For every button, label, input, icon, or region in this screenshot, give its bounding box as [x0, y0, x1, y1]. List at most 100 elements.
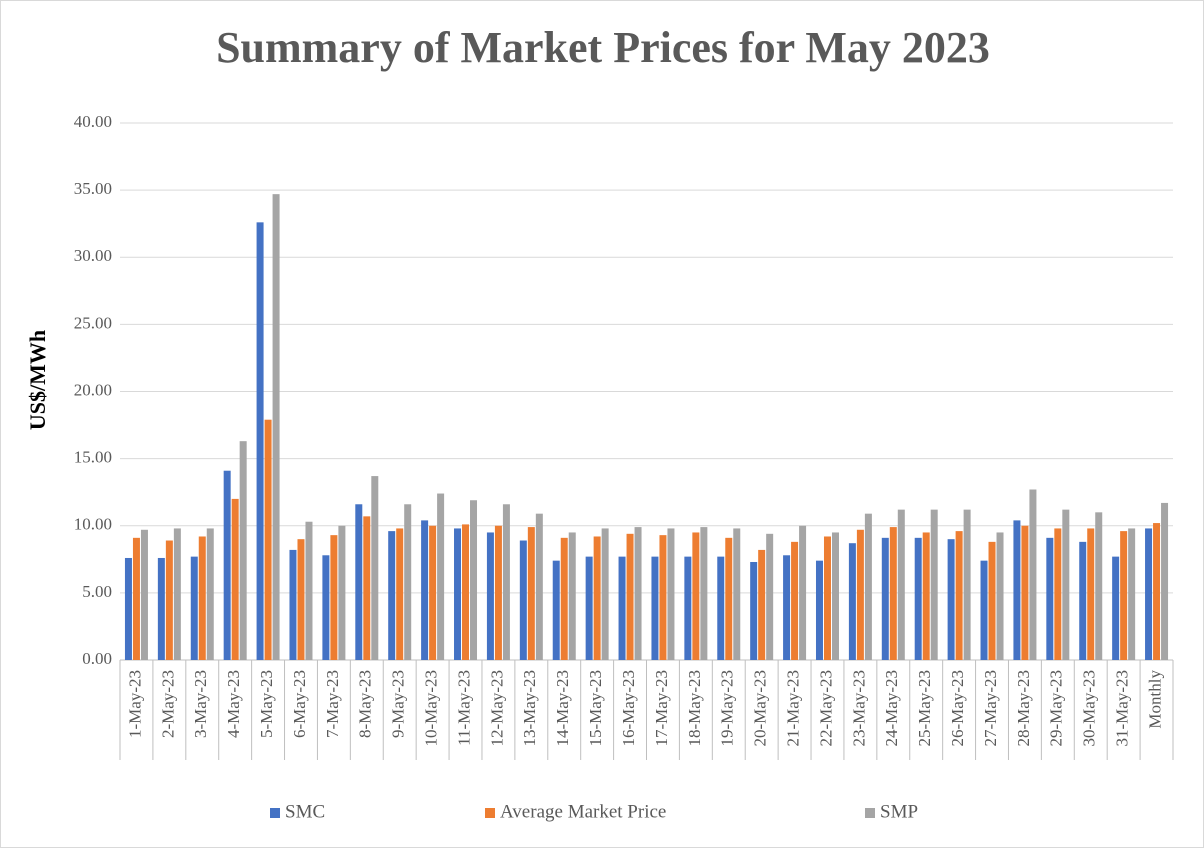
x-tick-label: 28-May-23: [1014, 670, 1033, 746]
bar: [889, 527, 897, 660]
x-tick-label: 19-May-23: [718, 670, 737, 746]
bar: [593, 536, 601, 660]
bar: [223, 470, 231, 660]
bar: [272, 194, 280, 660]
x-tick-label: 8-May-23: [356, 670, 375, 738]
x-tick-label: 27-May-23: [981, 670, 1000, 746]
legend-swatch: [865, 808, 875, 818]
bar: [256, 222, 264, 660]
bar: [947, 539, 955, 660]
bar: [355, 504, 363, 660]
bar: [502, 504, 510, 660]
x-tick-label: 2-May-23: [158, 670, 177, 738]
bar: [297, 539, 305, 660]
x-tick-label: 12-May-23: [487, 670, 506, 746]
bar: [831, 532, 839, 660]
y-tick-label: 15.00: [74, 448, 112, 467]
x-tick-label: 15-May-23: [586, 670, 605, 746]
x-tick-label: 9-May-23: [389, 670, 408, 738]
bar: [634, 527, 642, 660]
bar: [955, 531, 963, 660]
bar: [1029, 489, 1037, 660]
bar: [527, 527, 535, 660]
bar: [568, 532, 576, 660]
x-tick-label: 3-May-23: [191, 670, 210, 738]
bar: [322, 555, 330, 660]
bar: [1062, 509, 1070, 660]
x-tick-label: 31-May-23: [1113, 670, 1132, 746]
bar: [1120, 531, 1128, 660]
bar: [684, 556, 692, 660]
bar: [791, 541, 799, 660]
bar: [897, 509, 905, 660]
bar: [980, 560, 988, 660]
bar: [1145, 528, 1153, 660]
bar: [1013, 520, 1021, 660]
bar: [585, 556, 593, 660]
bar: [132, 537, 140, 660]
y-axis-label: US$/MWh: [25, 330, 50, 430]
y-tick-label: 0.00: [82, 649, 112, 668]
x-tick-label: 6-May-23: [290, 670, 309, 738]
x-tick-label: 14-May-23: [553, 670, 572, 746]
bar: [1046, 537, 1054, 660]
bar: [198, 536, 206, 660]
bar: [1128, 528, 1136, 660]
x-tick-label: 26-May-23: [948, 670, 967, 746]
bar: [783, 555, 791, 660]
x-tick-label: 21-May-23: [783, 670, 802, 746]
x-tick-label: 18-May-23: [685, 670, 704, 746]
bar: [140, 529, 148, 660]
bar: [1054, 528, 1062, 660]
x-tick-label: 20-May-23: [751, 670, 770, 746]
bar: [1087, 528, 1095, 660]
bar: [552, 560, 560, 660]
bar: [618, 556, 626, 660]
x-tick-label: 17-May-23: [652, 670, 671, 746]
x-tick-label: 24-May-23: [882, 670, 901, 746]
bar: [856, 529, 864, 660]
chart-title: Summary of Market Prices for May 2023: [216, 23, 990, 72]
bar: [930, 509, 938, 660]
bar: [371, 476, 379, 660]
bar: [454, 528, 462, 660]
bar: [338, 525, 346, 660]
x-tick-label: 23-May-23: [849, 670, 868, 746]
bar: [815, 560, 823, 660]
bar: [363, 516, 371, 660]
bar: [799, 525, 807, 660]
x-tick-label: 22-May-23: [816, 670, 835, 746]
bar: [881, 537, 889, 660]
bar: [264, 419, 272, 660]
bar: [305, 521, 313, 660]
y-tick-label: 20.00: [74, 380, 112, 399]
bar: [750, 561, 758, 660]
bar: [486, 532, 494, 660]
bar: [519, 540, 527, 660]
bar: [157, 557, 165, 660]
x-tick-label: 13-May-23: [520, 670, 539, 746]
bar: [996, 532, 1004, 660]
x-tick-label: 30-May-23: [1080, 670, 1099, 746]
bar: [206, 528, 214, 660]
bar: [963, 509, 971, 660]
y-tick-label: 25.00: [74, 313, 112, 332]
legend-label: Average Market Price: [500, 801, 666, 822]
bar: [388, 531, 396, 660]
x-tick-label: Monthly: [1145, 670, 1164, 729]
bar: [988, 541, 996, 660]
bar: [1161, 502, 1169, 660]
bar: [231, 498, 239, 660]
bar: [922, 532, 930, 660]
bar: [330, 535, 338, 660]
bar: [626, 533, 634, 660]
bar: [659, 535, 667, 660]
bar: [404, 504, 412, 660]
x-tick-label: 7-May-23: [323, 670, 342, 738]
bar: [494, 525, 502, 660]
bar: [535, 513, 543, 660]
legend-label: SMC: [285, 801, 325, 822]
